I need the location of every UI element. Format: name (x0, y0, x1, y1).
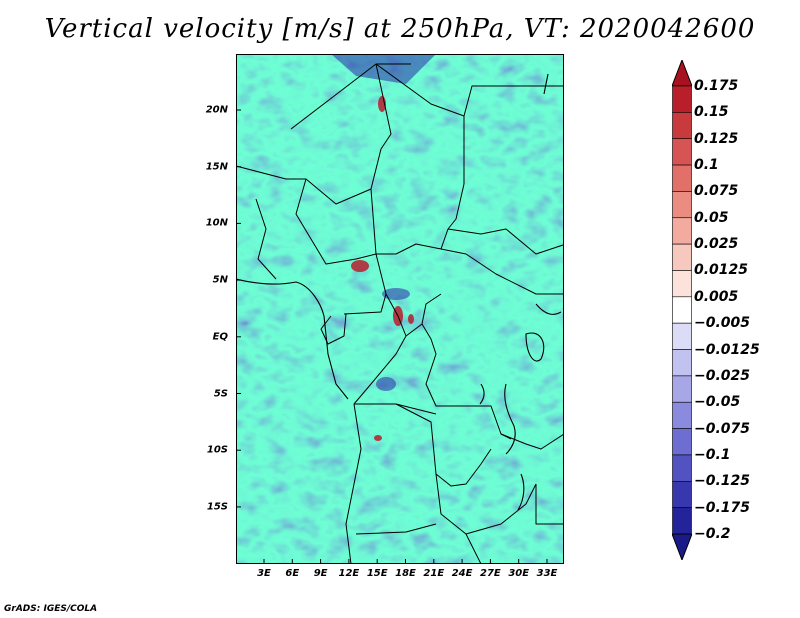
lat-tick-label: 10S (206, 444, 228, 456)
colorbar-bin (672, 217, 692, 245)
colorbar-min-triangle (672, 533, 692, 560)
lon-tick-label: 21E (423, 568, 445, 579)
colorbar-label: 0.175 (694, 78, 739, 94)
colorbar-bin (672, 428, 692, 456)
colorbar-label: −0.075 (694, 420, 751, 437)
lon-tick-label: 33E (536, 568, 558, 579)
colorbar-bin (672, 401, 692, 429)
lakes-and-coastline (236, 73, 562, 511)
lon-tick-label: 18E (395, 568, 416, 579)
colorbar-bin (672, 85, 692, 113)
lat-tick-label: 10N (205, 217, 228, 229)
colorbar-label: 0.15 (694, 104, 729, 121)
colorbar-bin (672, 322, 692, 350)
lon-tick-label: 3E (257, 568, 271, 579)
colorbar-label: 0.005 (694, 288, 739, 305)
colorbar-bin (672, 112, 692, 140)
colorbar-label: 0.125 (694, 130, 739, 147)
colorbar-bin (672, 375, 692, 403)
colorbar-bin (672, 243, 692, 271)
lat-tick-label: 5N (212, 274, 228, 286)
lon-tick-label: 24E (451, 568, 473, 579)
lat-tick-label: EQ (212, 331, 228, 343)
colorbar-bin (672, 296, 692, 324)
vertical-velocity-field (236, 54, 564, 564)
colorbar-label: −0.025 (694, 367, 751, 384)
colorbar-label: −0.0125 (694, 341, 760, 358)
colorbar-label: −0.125 (694, 473, 751, 490)
colorbar-label: −0.175 (694, 499, 751, 516)
country-boundaries (236, 63, 564, 564)
lon-tick-label: 27E (480, 568, 501, 579)
lat-tick-label: 15N (205, 161, 228, 173)
colorbar-bin (672, 349, 692, 377)
map-panel (236, 54, 564, 564)
colorbar-label: 0.0125 (694, 262, 749, 279)
colorbar (672, 60, 692, 560)
lon-tick-marks (263, 559, 548, 564)
colorbar-label: 0.1 (694, 157, 719, 174)
colorbar-bin (672, 164, 692, 192)
colorbar-bin (672, 270, 692, 298)
lon-tick-label: 9E (313, 568, 328, 579)
colorbar-max-triangle (672, 60, 692, 87)
colorbar-bin (672, 454, 692, 482)
lon-tick-label: 30E (508, 568, 530, 579)
colorbar-bin (672, 191, 692, 219)
lon-tick-label: 15E (366, 568, 388, 579)
lon-tick-label: 6E (285, 568, 300, 579)
grads-credit: GrADS: IGES/COLA (4, 604, 98, 614)
colorbar-bin (672, 507, 692, 535)
colorbar-label: −0.005 (694, 315, 751, 332)
chart-title: Vertical velocity [m/s] at 250hPa, VT: 2… (44, 14, 756, 44)
lat-tick-label: 5S (213, 388, 228, 399)
colorbar-label: 0.075 (694, 183, 739, 200)
colorbar-label: −0.05 (694, 394, 741, 411)
lat-tick-label: 15S (206, 501, 228, 513)
colorbar-label: −0.2 (694, 526, 731, 542)
colorbar-bin (672, 480, 692, 508)
lat-tick-marks (236, 109, 241, 508)
colorbar-label: 0.05 (694, 209, 729, 226)
lon-tick-label: 12E (338, 568, 360, 579)
lat-tick-label: 20N (205, 104, 228, 116)
colorbar-label: 0.025 (694, 236, 739, 253)
colorbar-bin (672, 138, 692, 166)
colorbar-label: −0.1 (694, 446, 731, 463)
